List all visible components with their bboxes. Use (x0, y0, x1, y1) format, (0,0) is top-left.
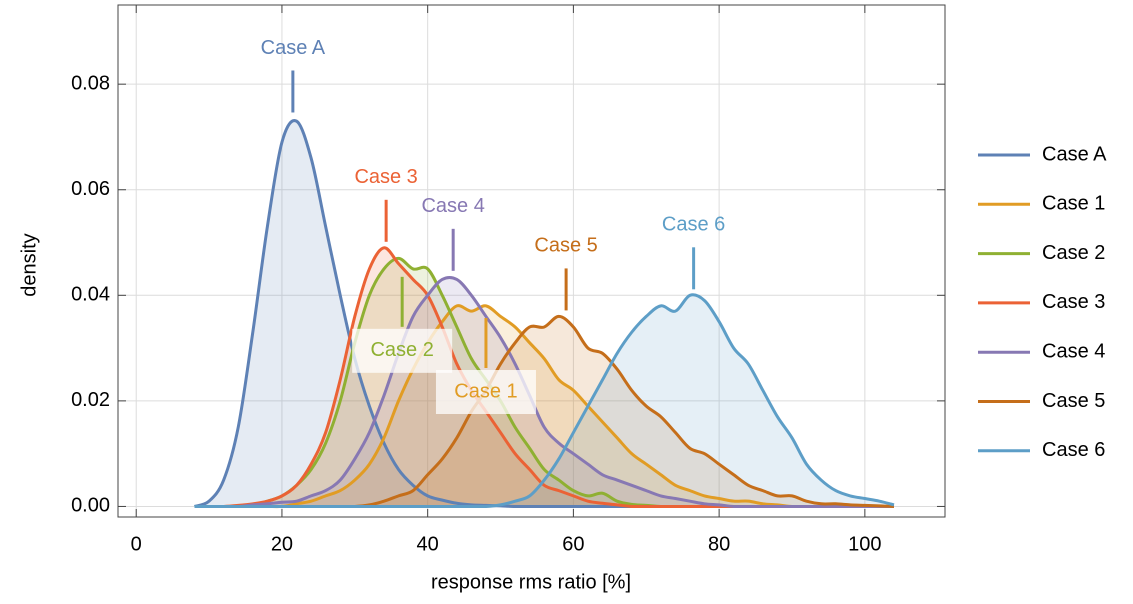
legend-label: Case A (1042, 143, 1107, 165)
y-tick-label: 0.00 (71, 495, 110, 517)
plot-frame (117, 4, 946, 518)
x-tick-label: 80 (708, 533, 730, 555)
y-tick-label: 0.06 (71, 178, 110, 200)
annotation: Case A (261, 37, 326, 59)
x-tick-label: 40 (417, 533, 439, 555)
annotation: Case 4 (421, 195, 484, 217)
density-area (194, 294, 894, 507)
density-line (194, 275, 894, 509)
x-axis-label: response rms ratio [%] (431, 571, 631, 593)
density-line (194, 304, 894, 509)
density-area (194, 305, 894, 507)
annotation: Case 5 (534, 235, 597, 257)
density-area (194, 316, 894, 507)
label-bg (435, 370, 536, 415)
annotation: Case 1 (454, 380, 517, 402)
density-area (194, 277, 894, 507)
annotation: Case 3 (354, 166, 417, 188)
y-tick-label: 0.02 (71, 389, 110, 411)
annotation: Case 6 (662, 214, 725, 236)
density-line (194, 293, 895, 509)
legend-label: Case 6 (1042, 439, 1105, 461)
annotation: Case 2 (370, 339, 433, 361)
x-tick-label: 100 (848, 533, 881, 555)
y-tick-label: 0.04 (71, 284, 110, 306)
legend-label: Case 1 (1042, 193, 1105, 215)
density-area (194, 258, 894, 507)
label-bg (352, 328, 453, 373)
legend-label: Case 5 (1042, 390, 1105, 412)
legend-label: Case 2 (1042, 242, 1105, 264)
y-tick-label: 0.08 (71, 72, 110, 94)
legend-label: Case 3 (1042, 291, 1105, 313)
x-tick-label: 0 (131, 533, 142, 555)
legend-label: Case 4 (1042, 340, 1105, 362)
x-tick-label: 20 (271, 533, 293, 555)
x-tick-label: 60 (562, 533, 584, 555)
density-area (194, 247, 894, 507)
y-axis-label: density (18, 233, 40, 296)
